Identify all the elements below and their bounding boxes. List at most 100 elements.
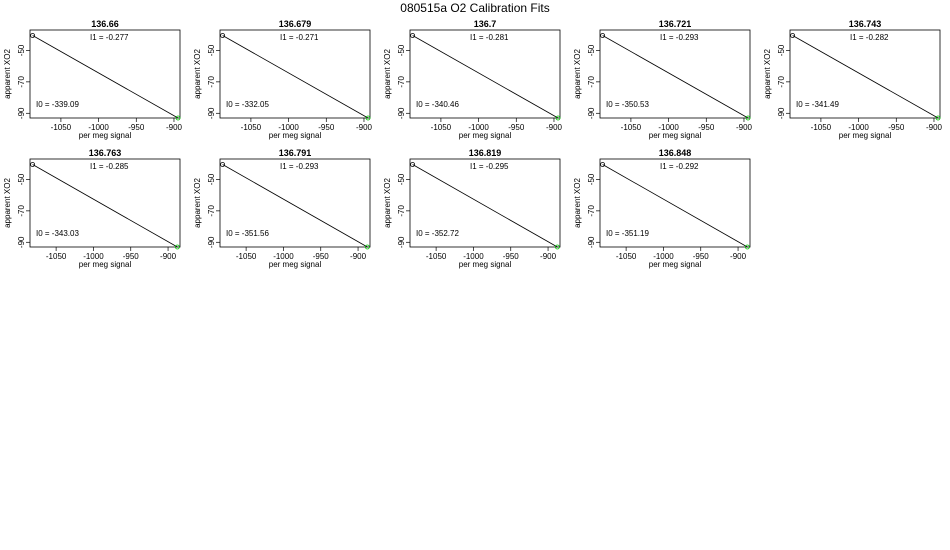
- fit-line: [792, 35, 939, 119]
- y-tick-label: -70: [397, 76, 406, 88]
- y-axis-label: apparent XO2: [3, 49, 12, 99]
- x-tick-label: -950: [698, 123, 715, 132]
- intercept-annotation: I0 = -340.46: [416, 100, 459, 109]
- slope-annotation: I1 = -0.285: [90, 162, 129, 171]
- y-axis-label: apparent XO2: [3, 178, 12, 228]
- x-tick-label: -900: [736, 123, 753, 132]
- x-tick-label: -900: [166, 123, 183, 132]
- y-tick-label: -50: [207, 44, 216, 56]
- x-axis-label: per meg signal: [269, 260, 322, 269]
- data-point: [220, 162, 226, 167]
- x-tick-label: -1050: [616, 252, 637, 261]
- fit-line: [32, 164, 178, 248]
- data-point: [30, 33, 36, 38]
- x-tick-label: -1000: [658, 123, 679, 132]
- plot-frame: [29, 29, 181, 119]
- y-tick-label: -90: [777, 107, 786, 119]
- x-tick-label: -1000: [88, 123, 109, 132]
- intercept-annotation: I0 = -341.49: [796, 100, 839, 109]
- plot-frame: [219, 158, 371, 248]
- chart-panel: 136.848 -1050 -1000 -950 -900 -50 -70 -90 per me…: [573, 148, 751, 269]
- y-tick-label: -50: [207, 173, 216, 185]
- chart-title: 136.791: [279, 148, 312, 158]
- y-tick-label: -90: [587, 236, 596, 248]
- data-point: [365, 115, 371, 121]
- intercept-annotation: I0 = -351.56: [226, 229, 269, 238]
- y-tick-label: -70: [17, 205, 26, 217]
- x-axis-label: per meg signal: [269, 131, 322, 140]
- chart-title: 136.721: [659, 19, 692, 29]
- data-point: [600, 162, 606, 167]
- x-tick-label: -1050: [621, 123, 642, 132]
- y-axis-label: apparent XO2: [573, 178, 582, 228]
- chart-title: 136.7: [474, 19, 497, 29]
- intercept-annotation: I0 = -332.05: [226, 100, 269, 109]
- y-tick-label: -50: [397, 173, 406, 185]
- x-tick-label: -900: [926, 123, 943, 132]
- page-title: 080515a O2 Calibration Fits: [400, 1, 550, 15]
- fit-line: [412, 35, 559, 119]
- chart-title: 136.763: [89, 148, 122, 158]
- plot-frame: [409, 29, 561, 119]
- chart-panel: 136.819 -1050 -1000 -950 -900 -50 -70 -90 per me…: [383, 148, 561, 269]
- x-tick-label: -1000: [653, 252, 674, 261]
- chart-panel: 136.763 -1050 -1000 -950 -900 -50 -70 -90 per me…: [3, 148, 181, 269]
- y-axis-label: apparent XO2: [193, 178, 202, 228]
- slope-annotation: I1 = -0.281: [470, 33, 509, 42]
- fit-line: [602, 164, 748, 248]
- data-point: [555, 115, 561, 121]
- x-tick-label: -1000: [468, 123, 489, 132]
- y-tick-label: -90: [587, 107, 596, 119]
- x-tick-label: -1000: [848, 123, 869, 132]
- x-axis-label: per meg signal: [459, 131, 512, 140]
- y-axis-label: apparent XO2: [193, 49, 202, 99]
- y-tick-label: -70: [587, 205, 596, 217]
- chart-title: 136.66: [91, 19, 119, 29]
- data-point: [790, 33, 796, 38]
- y-tick-label: -90: [17, 236, 26, 248]
- x-tick-label: -1000: [463, 252, 484, 261]
- y-tick-label: -50: [587, 173, 596, 185]
- y-tick-label: -90: [207, 107, 216, 119]
- data-point: [175, 115, 181, 121]
- x-tick-label: -1050: [51, 123, 72, 132]
- x-tick-label: -1050: [431, 123, 452, 132]
- slope-annotation: I1 = -0.295: [470, 162, 509, 171]
- data-point: [935, 115, 941, 121]
- x-tick-label: -1050: [241, 123, 262, 132]
- data-point: [30, 162, 36, 167]
- y-tick-label: -50: [777, 44, 786, 56]
- x-tick-label: -950: [508, 123, 525, 132]
- fit-line: [222, 164, 368, 248]
- x-tick-label: -1000: [83, 252, 104, 261]
- intercept-annotation: I0 = -352.72: [416, 229, 459, 238]
- slope-annotation: I1 = -0.277: [90, 33, 129, 42]
- y-axis-label: apparent XO2: [573, 49, 582, 99]
- chart-panel: 136.721 -1050 -1000 -950 -900 -50 -70 -90 per me…: [573, 19, 753, 140]
- x-axis-label: per meg signal: [459, 260, 512, 269]
- intercept-annotation: I0 = -350.53: [606, 100, 649, 109]
- chart-title: 136.679: [279, 19, 312, 29]
- data-point: [220, 33, 226, 38]
- chart-panel: 136.679 -1050 -1000 -950 -900 -50 -70 -90 per me…: [193, 19, 373, 140]
- x-tick-label: -1050: [811, 123, 832, 132]
- x-tick-label: -950: [888, 123, 905, 132]
- plot-frame: [599, 158, 751, 248]
- intercept-annotation: I0 = -343.03: [36, 229, 79, 238]
- y-tick-label: -90: [207, 236, 216, 248]
- x-tick-label: -900: [540, 252, 557, 261]
- data-point: [410, 33, 416, 38]
- plot-frame: [409, 158, 561, 248]
- data-point: [745, 115, 751, 121]
- plot-frame: [29, 158, 181, 248]
- x-tick-label: -950: [128, 123, 145, 132]
- x-tick-label: -950: [318, 123, 335, 132]
- y-axis-label: apparent XO2: [383, 178, 392, 228]
- x-tick-label: -1050: [46, 252, 67, 261]
- data-point: [174, 244, 180, 250]
- x-tick-label: -1000: [273, 252, 294, 261]
- slope-annotation: I1 = -0.293: [660, 33, 699, 42]
- fit-line: [602, 35, 749, 119]
- y-axis-label: apparent XO2: [763, 49, 772, 99]
- x-tick-label: -950: [313, 252, 330, 261]
